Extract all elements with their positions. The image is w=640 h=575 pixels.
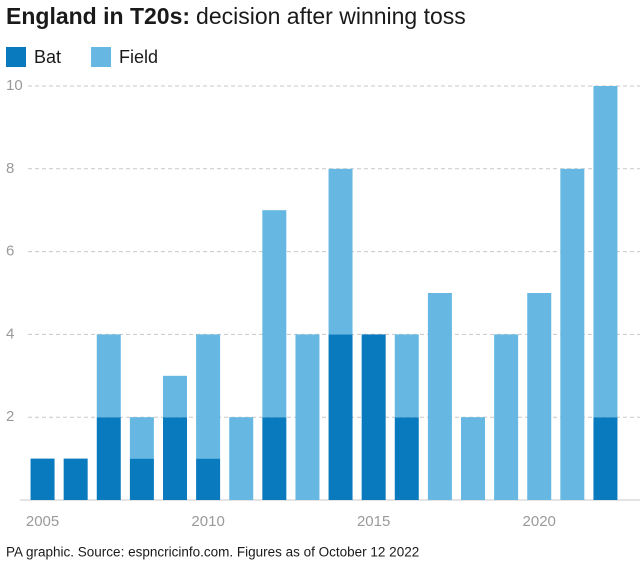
y-tick-label: 8 <box>6 160 14 177</box>
bar-segment <box>593 86 618 418</box>
bar-segment <box>129 458 154 500</box>
y-tick-label: 6 <box>6 243 14 260</box>
bar-segment <box>163 417 187 500</box>
bar-segment <box>295 334 320 500</box>
bar-segment <box>129 417 154 459</box>
title-bold: England in T20s: <box>6 3 190 29</box>
y-tick-label: 10 <box>6 77 23 94</box>
legend-swatch <box>91 47 112 67</box>
x-tick-label: 2005 <box>26 513 59 530</box>
bar-segment <box>229 417 254 500</box>
bar-segment <box>461 417 485 500</box>
bar-segment <box>560 168 585 501</box>
y-tick-label: 2 <box>6 408 14 425</box>
bar-segment <box>394 417 419 500</box>
legend-label: Bat <box>34 47 61 67</box>
x-tick-label: 2020 <box>523 513 556 530</box>
bar-segment <box>196 334 221 459</box>
bar-segment <box>427 293 452 500</box>
legend-swatch <box>6 47 26 67</box>
bar-segment <box>361 334 386 500</box>
bar-segment <box>163 375 187 418</box>
y-tick-label: 4 <box>6 325 14 342</box>
title-rest: decision after winning toss <box>196 3 466 29</box>
source-note: PA graphic. Source: espncricinfo.com. Fi… <box>6 545 419 560</box>
legend-label: Field <box>119 47 158 67</box>
bar-segment <box>328 334 353 500</box>
bar-segment <box>262 417 287 500</box>
bar-segment <box>30 458 55 500</box>
bar-segment <box>196 458 221 500</box>
bar-segment <box>328 168 353 335</box>
bar-segment <box>593 417 618 500</box>
bar-segment <box>494 334 519 500</box>
chart-title: England in T20s: decision after winning t… <box>6 3 466 29</box>
bar-segment <box>96 417 121 500</box>
bar-segment <box>96 334 121 418</box>
bar-segment <box>63 458 88 500</box>
x-tick-label: 2010 <box>191 513 224 530</box>
bar-segment <box>527 293 552 500</box>
bar-segment <box>394 334 419 418</box>
x-tick-label: 2015 <box>357 513 390 530</box>
bar-segment <box>262 210 287 418</box>
